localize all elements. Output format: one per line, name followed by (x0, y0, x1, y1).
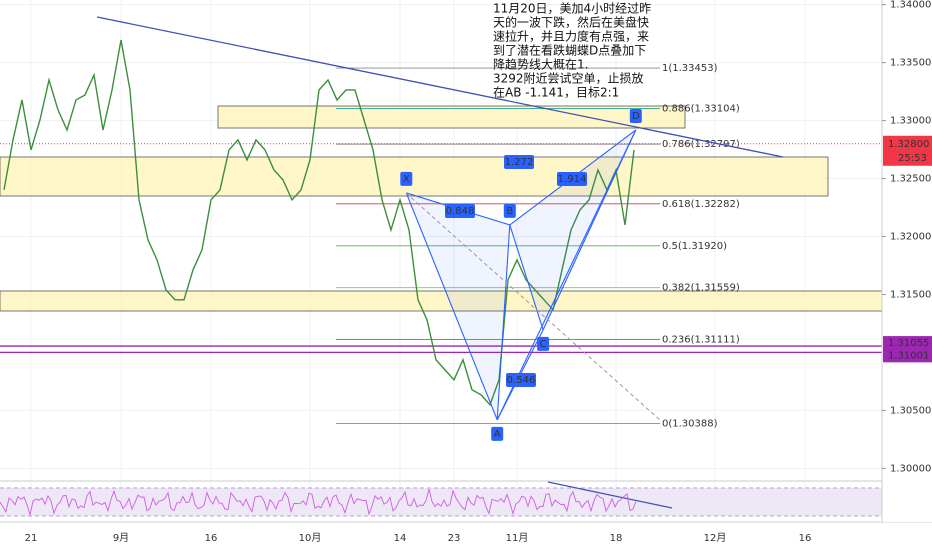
pattern-point-label: D (632, 111, 640, 122)
oscillator-line (0, 488, 637, 517)
pattern-fill (509, 129, 636, 330)
fib-label: 0.618(1.32282) (662, 199, 740, 210)
x-tick-label: 12月 (704, 532, 727, 544)
pattern-leg (496, 224, 511, 420)
pattern-point-box (537, 336, 550, 351)
level-tag (883, 336, 932, 351)
x-tick-label: 11月 (506, 532, 529, 544)
dashed-line (405, 192, 661, 421)
ratio-box (557, 172, 587, 186)
pattern-point-box (503, 203, 516, 218)
annotation-line: 降趋势线大概在1. (493, 58, 588, 72)
annotation-line: 速拉升，并且力度有点强，来 (493, 29, 649, 44)
osc-trend-line (547, 481, 673, 509)
price-tag (883, 135, 932, 166)
ratio-box (445, 204, 475, 218)
y-tick-label: 1.31500 (890, 289, 931, 300)
axis-labels: 1.34000 1.33500 1.33000 1.32500 1.32000 1.315… (25, 0, 932, 544)
fib-label: 0.5(1.31920) (662, 241, 727, 252)
plot: 1(1.33453) 0.886(1.33104) 0.786(1.32797) 0.… (0, 39, 882, 441)
pattern-point-label: X (403, 174, 410, 185)
oscillator-panel (0, 481, 882, 517)
y-tick-label: 1.34000 (890, 0, 931, 11)
trend-line (96, 16, 784, 158)
annotation: 11月20日，美加4小时经过昨天的一波下跌，然后在美盘快速拉升，并且力度有点强，… (493, 2, 651, 100)
level-tag (883, 348, 932, 363)
zone (217, 105, 686, 129)
y-tick-label: 1.33500 (890, 58, 931, 69)
annotation-line: 11月20日，美加4小时经过昨 (493, 2, 651, 16)
x-tick-label: 16 (205, 533, 218, 544)
y-tick-label: 1.30500 (890, 405, 931, 416)
pattern-leg (509, 224, 544, 331)
x-tick-label: 9月 (113, 532, 129, 544)
pattern-point-label: B (506, 206, 513, 217)
y-tick-label: 1.32000 (890, 232, 931, 243)
price-series (3, 39, 635, 407)
fib-label: 0.236(1.31111) (662, 335, 740, 346)
x-tick-label: 21 (25, 533, 38, 544)
pattern-leg (405, 192, 498, 421)
price-label: 1.32800 (888, 139, 929, 150)
fib-label: 0.886(1.33104) (662, 104, 740, 115)
ratio-label: 1.272 (505, 157, 534, 168)
annotation-line: 在AB -1.141，目标2:1 (493, 86, 619, 100)
pattern-point-box (491, 426, 504, 441)
pattern-point-label: A (494, 429, 501, 440)
pattern-point-box (400, 171, 413, 186)
zone (0, 290, 883, 312)
osc-band (0, 488, 882, 516)
pattern-point-box (629, 108, 642, 123)
level-label: 1.31055 (888, 338, 929, 349)
ratio-label: 0.546 (507, 375, 536, 386)
x-tick-label: 18 (610, 533, 623, 544)
y-tick-label: 1.33000 (890, 116, 931, 127)
ratio-box (504, 155, 534, 169)
ratio-box (506, 373, 536, 387)
y-tick-label: 1.30000 (890, 463, 931, 474)
fib-label: 1(1.33453) (662, 63, 718, 74)
zone (0, 156, 829, 197)
annotation-line: 到了潜在看跌蝴蝶D点叠加下 (493, 43, 646, 58)
pattern-leg (496, 129, 637, 421)
x-tick-label: 23 (448, 533, 461, 544)
x-tick-label: 14 (394, 533, 407, 544)
countdown: 25:53 (898, 153, 927, 164)
x-tick-label: 10月 (299, 532, 322, 544)
fib-label: 0.786(1.32797) (662, 139, 740, 150)
pattern-fill (406, 192, 510, 420)
fib-label: 0(1.30388) (662, 418, 718, 429)
pattern-point-label: C (540, 339, 547, 350)
y-tick-label: 1.32500 (890, 174, 931, 185)
annotation-line: 天的一波下跌，然后在美盘快 (493, 15, 649, 30)
fib-label: 0.382(1.31559) (662, 283, 740, 294)
x-tick-label: 16 (799, 533, 812, 544)
price-axis (883, 0, 932, 522)
ratio-label: 1.914 (558, 174, 587, 185)
level-label: 1.31001 (888, 350, 929, 361)
ratio-label: 0.848 (446, 206, 475, 217)
annotation-line: 3292附近尝试空单，止损放 (493, 71, 644, 86)
